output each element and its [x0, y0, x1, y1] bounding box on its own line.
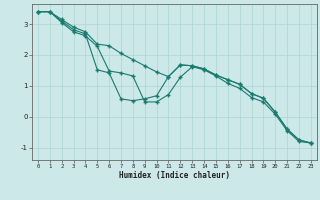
X-axis label: Humidex (Indice chaleur): Humidex (Indice chaleur) — [119, 171, 230, 180]
